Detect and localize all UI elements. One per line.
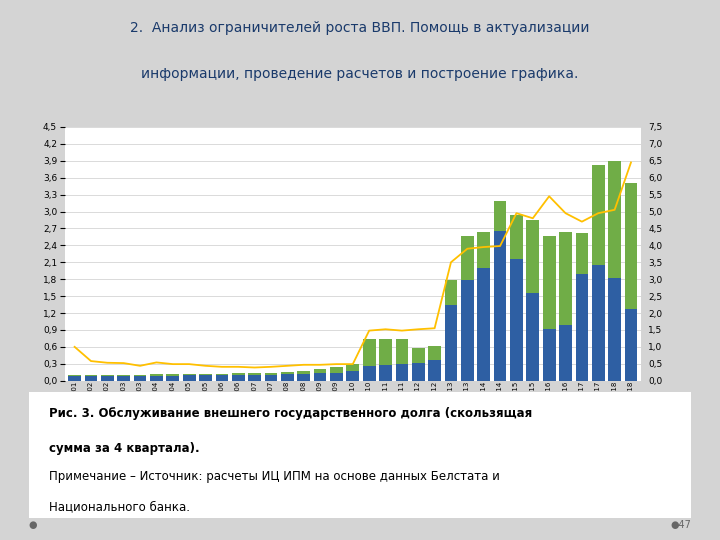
Bar (117, 375, 130, 376)
Bar (134, 376, 146, 381)
Bar (526, 293, 539, 381)
Bar (101, 375, 114, 376)
Bar (575, 274, 588, 381)
Bar (412, 348, 425, 363)
Bar (510, 215, 523, 259)
Bar (265, 375, 277, 381)
Bar (232, 373, 245, 375)
Bar (85, 376, 97, 381)
Bar (559, 326, 572, 381)
Bar (232, 375, 245, 381)
Bar (592, 165, 605, 265)
Text: Примечание – Источник: расчеты ИЦ ИПМ на основе данных Белстата и: Примечание – Источник: расчеты ИЦ ИПМ на… (49, 470, 500, 483)
Text: 2.  Анализ ограничителей роста ВВП. Помощь в актуализации: 2. Анализ ограничителей роста ВВП. Помощ… (130, 21, 590, 35)
Bar (330, 373, 343, 381)
Bar (281, 375, 294, 381)
Bar (608, 161, 621, 278)
Bar (477, 232, 490, 268)
Bar (314, 373, 326, 381)
Bar (85, 375, 97, 376)
Bar (625, 183, 637, 308)
Bar (150, 376, 163, 381)
Bar (428, 360, 441, 381)
Bar (625, 308, 637, 381)
Bar (428, 346, 441, 360)
Bar (215, 374, 228, 375)
Bar (592, 265, 605, 381)
Bar (183, 374, 196, 375)
Bar (461, 280, 474, 381)
Bar (395, 339, 408, 364)
Bar (346, 370, 359, 381)
Bar (543, 236, 556, 329)
Bar (297, 374, 310, 381)
Bar (68, 376, 81, 381)
Bar (330, 367, 343, 373)
Bar (559, 232, 572, 326)
Bar (101, 376, 114, 381)
Bar (248, 373, 261, 375)
Bar (297, 370, 310, 374)
Bar (444, 280, 457, 305)
Bar (412, 363, 425, 381)
Bar (461, 237, 474, 280)
Bar (117, 376, 130, 381)
Bar (494, 231, 506, 381)
Bar (150, 375, 163, 376)
Bar (199, 375, 212, 381)
Bar (395, 364, 408, 381)
Text: ●47: ●47 (670, 520, 691, 530)
Text: ●: ● (29, 520, 37, 530)
Bar (543, 329, 556, 381)
Bar (363, 366, 376, 381)
Bar (608, 278, 621, 381)
Bar (379, 339, 392, 365)
Text: Национального банка.: Национального банка. (49, 501, 189, 514)
Bar (526, 220, 539, 293)
Bar (575, 233, 588, 274)
Bar (248, 375, 261, 381)
Bar (215, 375, 228, 381)
Text: Рис. 3. Обслуживание внешнего государственного долга (скользящая: Рис. 3. Обслуживание внешнего государств… (49, 407, 532, 420)
Bar (510, 259, 523, 381)
Bar (265, 373, 277, 375)
Bar (166, 375, 179, 376)
Bar (183, 375, 196, 381)
Bar (363, 339, 376, 366)
Bar (444, 305, 457, 381)
Bar (477, 268, 490, 381)
Bar (68, 375, 81, 376)
Text: информации, проведение расчетов и построение графика.: информации, проведение расчетов и постро… (141, 67, 579, 81)
Bar (494, 201, 506, 231)
Bar (314, 369, 326, 373)
Bar (281, 372, 294, 375)
Text: сумма за 4 квартала).: сумма за 4 квартала). (49, 442, 199, 455)
Bar (166, 376, 179, 381)
Bar (199, 374, 212, 375)
Legend: платежи по основному долгу, млрд $, платежи по процентам, млрд $, итого, % от ВВ: платежи по основному долгу, млрд $, плат… (58, 456, 534, 471)
Bar (134, 375, 146, 376)
Bar (346, 364, 359, 370)
Bar (379, 365, 392, 381)
